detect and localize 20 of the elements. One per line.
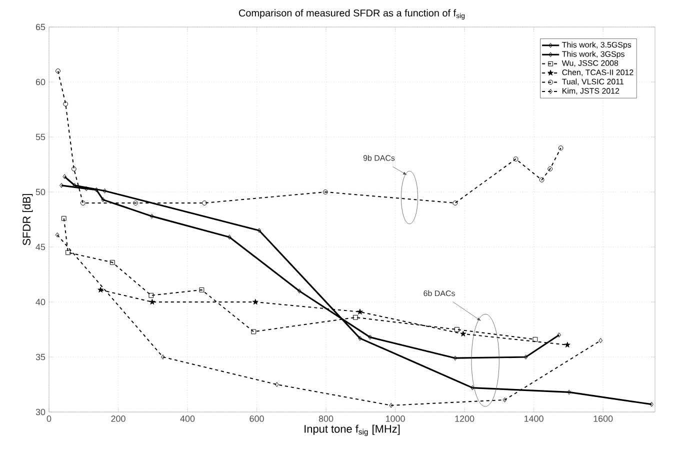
x-tick-label: 1600 [594, 416, 613, 422]
x-tick-label: 200 [111, 416, 126, 422]
y-tick-label: 65 [36, 24, 46, 30]
y-tick-label: 50 [36, 188, 46, 196]
chart-title: Comparison of measured SFDR as a function of f$_{sig}$ [238, 9, 465, 20]
y-tick-label: 35 [36, 354, 46, 360]
x-tick-label: 1400 [524, 416, 544, 422]
y-tick-label: 55 [36, 134, 46, 140]
x-tick-label: 0 [46, 416, 52, 422]
x-tick-label: 1000 [386, 416, 405, 422]
y-tick-label: 40 [36, 298, 46, 306]
y-tick-label: 45 [36, 244, 46, 250]
y-axis-title: SFDR [dB] [22, 194, 33, 246]
x-tick-label: 400 [180, 416, 195, 422]
y-tick-label: 60 [36, 78, 46, 86]
y-tick-label: 30 [36, 408, 46, 416]
x-tick-label: 600 [250, 416, 264, 422]
x-tick-label: 800 [318, 416, 334, 422]
x-tick-label: 1200 [455, 416, 474, 422]
x-axis-title: Input tone f$_{sig}$ [MHz] [304, 424, 400, 436]
